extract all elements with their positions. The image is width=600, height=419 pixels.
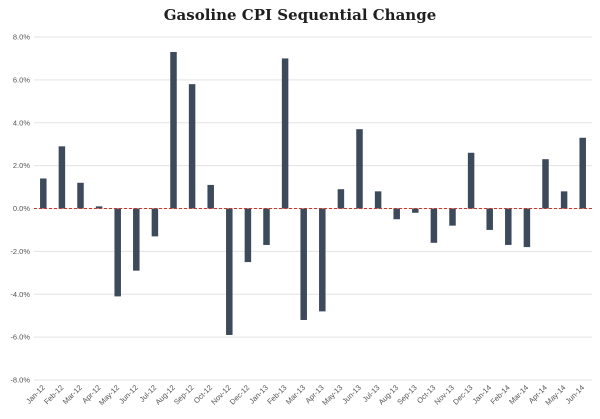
x-tick-label: Nov-12: [209, 383, 232, 406]
bar: [114, 208, 121, 297]
x-tick-label: May-12: [97, 383, 121, 407]
bar: [170, 52, 177, 209]
x-tick-label: Nov-13: [432, 383, 455, 406]
bar: [430, 208, 438, 243]
x-tick-label: Sep-12: [172, 383, 195, 406]
y-axis-ticks: 8.0% 6.0% 4.0% 2.0% 0.0% -2.0% -4.0% -6.0% -8.0%: [10, 33, 30, 385]
bar: [95, 206, 103, 209]
grid-lines: [34, 36, 592, 381]
bar: [523, 208, 531, 248]
x-tick-label: Aug-13: [377, 383, 400, 406]
bar: [356, 129, 363, 209]
x-tick-label: Feb-12: [42, 383, 65, 406]
bar: [40, 178, 47, 209]
x-tick-label: Aug-12: [153, 383, 176, 406]
y-tick-label: -6.0%: [10, 333, 30, 342]
bar: [77, 182, 84, 209]
x-tick-label: May-13: [320, 383, 344, 407]
bar: [319, 208, 326, 312]
x-tick-label: Jun-13: [340, 383, 363, 406]
y-tick-label: 8.0%: [13, 33, 30, 42]
x-tick-label: Feb-13: [265, 383, 288, 406]
bar: [188, 84, 196, 209]
x-tick-label: Mar-13: [284, 383, 307, 406]
bars: [40, 52, 586, 335]
y-tick-label: 6.0%: [13, 75, 30, 84]
bar: [337, 189, 345, 209]
bar: [226, 208, 233, 335]
bar: [412, 208, 419, 213]
bar: [467, 152, 475, 209]
x-tick-label: Mar-12: [61, 383, 84, 406]
bar: [486, 208, 493, 230]
y-tick-label: -8.0%: [10, 376, 30, 385]
bar: [207, 184, 214, 209]
y-tick-label: -2.0%: [10, 247, 30, 256]
x-tick-label: Mar-14: [507, 383, 530, 406]
bar: [151, 208, 159, 237]
bar: [300, 208, 307, 320]
y-tick-label: 0.0%: [13, 204, 30, 213]
bar: [449, 208, 456, 226]
bar: [560, 191, 568, 209]
x-tick-label: Jun-14: [564, 383, 587, 406]
x-tick-label: May-14: [543, 383, 567, 407]
bar: [393, 208, 400, 220]
bar: [244, 208, 252, 263]
x-tick-label: Dec-12: [228, 383, 251, 406]
bar: [542, 159, 549, 209]
x-tick-label: Sep-13: [395, 383, 418, 406]
bar: [133, 208, 140, 271]
bar: [58, 146, 66, 209]
x-tick-label: Dec-13: [451, 383, 474, 406]
chart-title: Gasoline CPI Sequential Change: [163, 6, 437, 24]
x-tick-label: Feb-14: [489, 383, 512, 406]
bar: [281, 58, 289, 209]
x-axis-ticks: Jan-12Feb-12Mar-12Apr-12May-12Jun-12Jul-…: [24, 383, 586, 407]
y-tick-label: 4.0%: [13, 118, 30, 127]
bar: [263, 208, 270, 245]
y-tick-label: 2.0%: [13, 161, 30, 170]
bar: [374, 191, 382, 209]
bar: [505, 208, 512, 245]
y-tick-label: -4.0%: [10, 290, 30, 299]
bar: [579, 137, 586, 209]
x-tick-label: Jun-12: [117, 383, 140, 406]
